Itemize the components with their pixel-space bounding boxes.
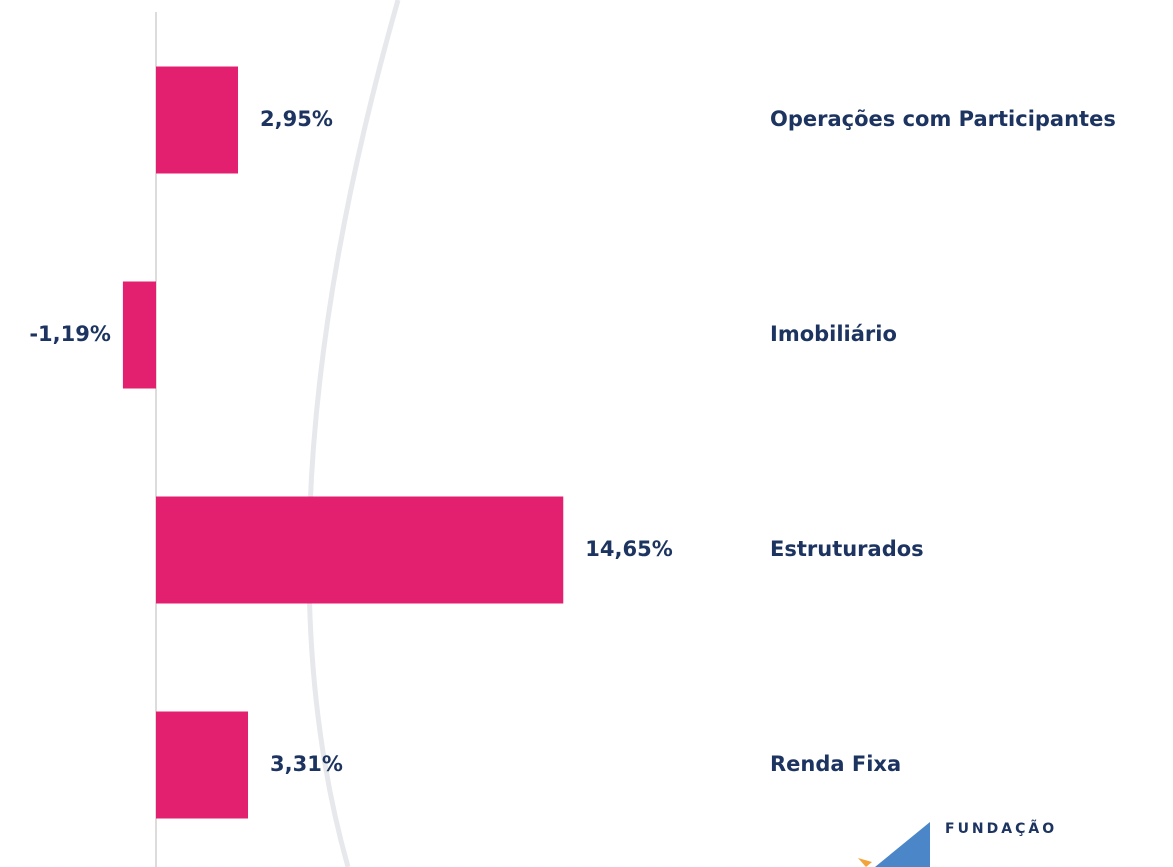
logo-text: FUNDAÇÃO xyxy=(945,820,1057,837)
bar xyxy=(122,281,156,389)
value-label: 14,65% xyxy=(585,537,672,561)
value-label: 3,31% xyxy=(270,752,343,776)
category-label: Operações com Participantes xyxy=(770,107,1116,131)
value-label: 2,95% xyxy=(260,107,333,131)
logo-shape xyxy=(858,858,872,867)
category-label: Renda Fixa xyxy=(770,752,901,776)
category-label: Imobiliário xyxy=(770,322,897,346)
value-label: -1,19% xyxy=(29,322,111,346)
category-label: Estruturados xyxy=(770,537,924,561)
bar xyxy=(156,66,239,174)
logo-shape xyxy=(875,822,930,867)
bar xyxy=(156,711,249,819)
bar xyxy=(156,496,564,604)
background-arc xyxy=(306,0,401,867)
logo: FUNDAÇÃO xyxy=(858,820,1057,867)
